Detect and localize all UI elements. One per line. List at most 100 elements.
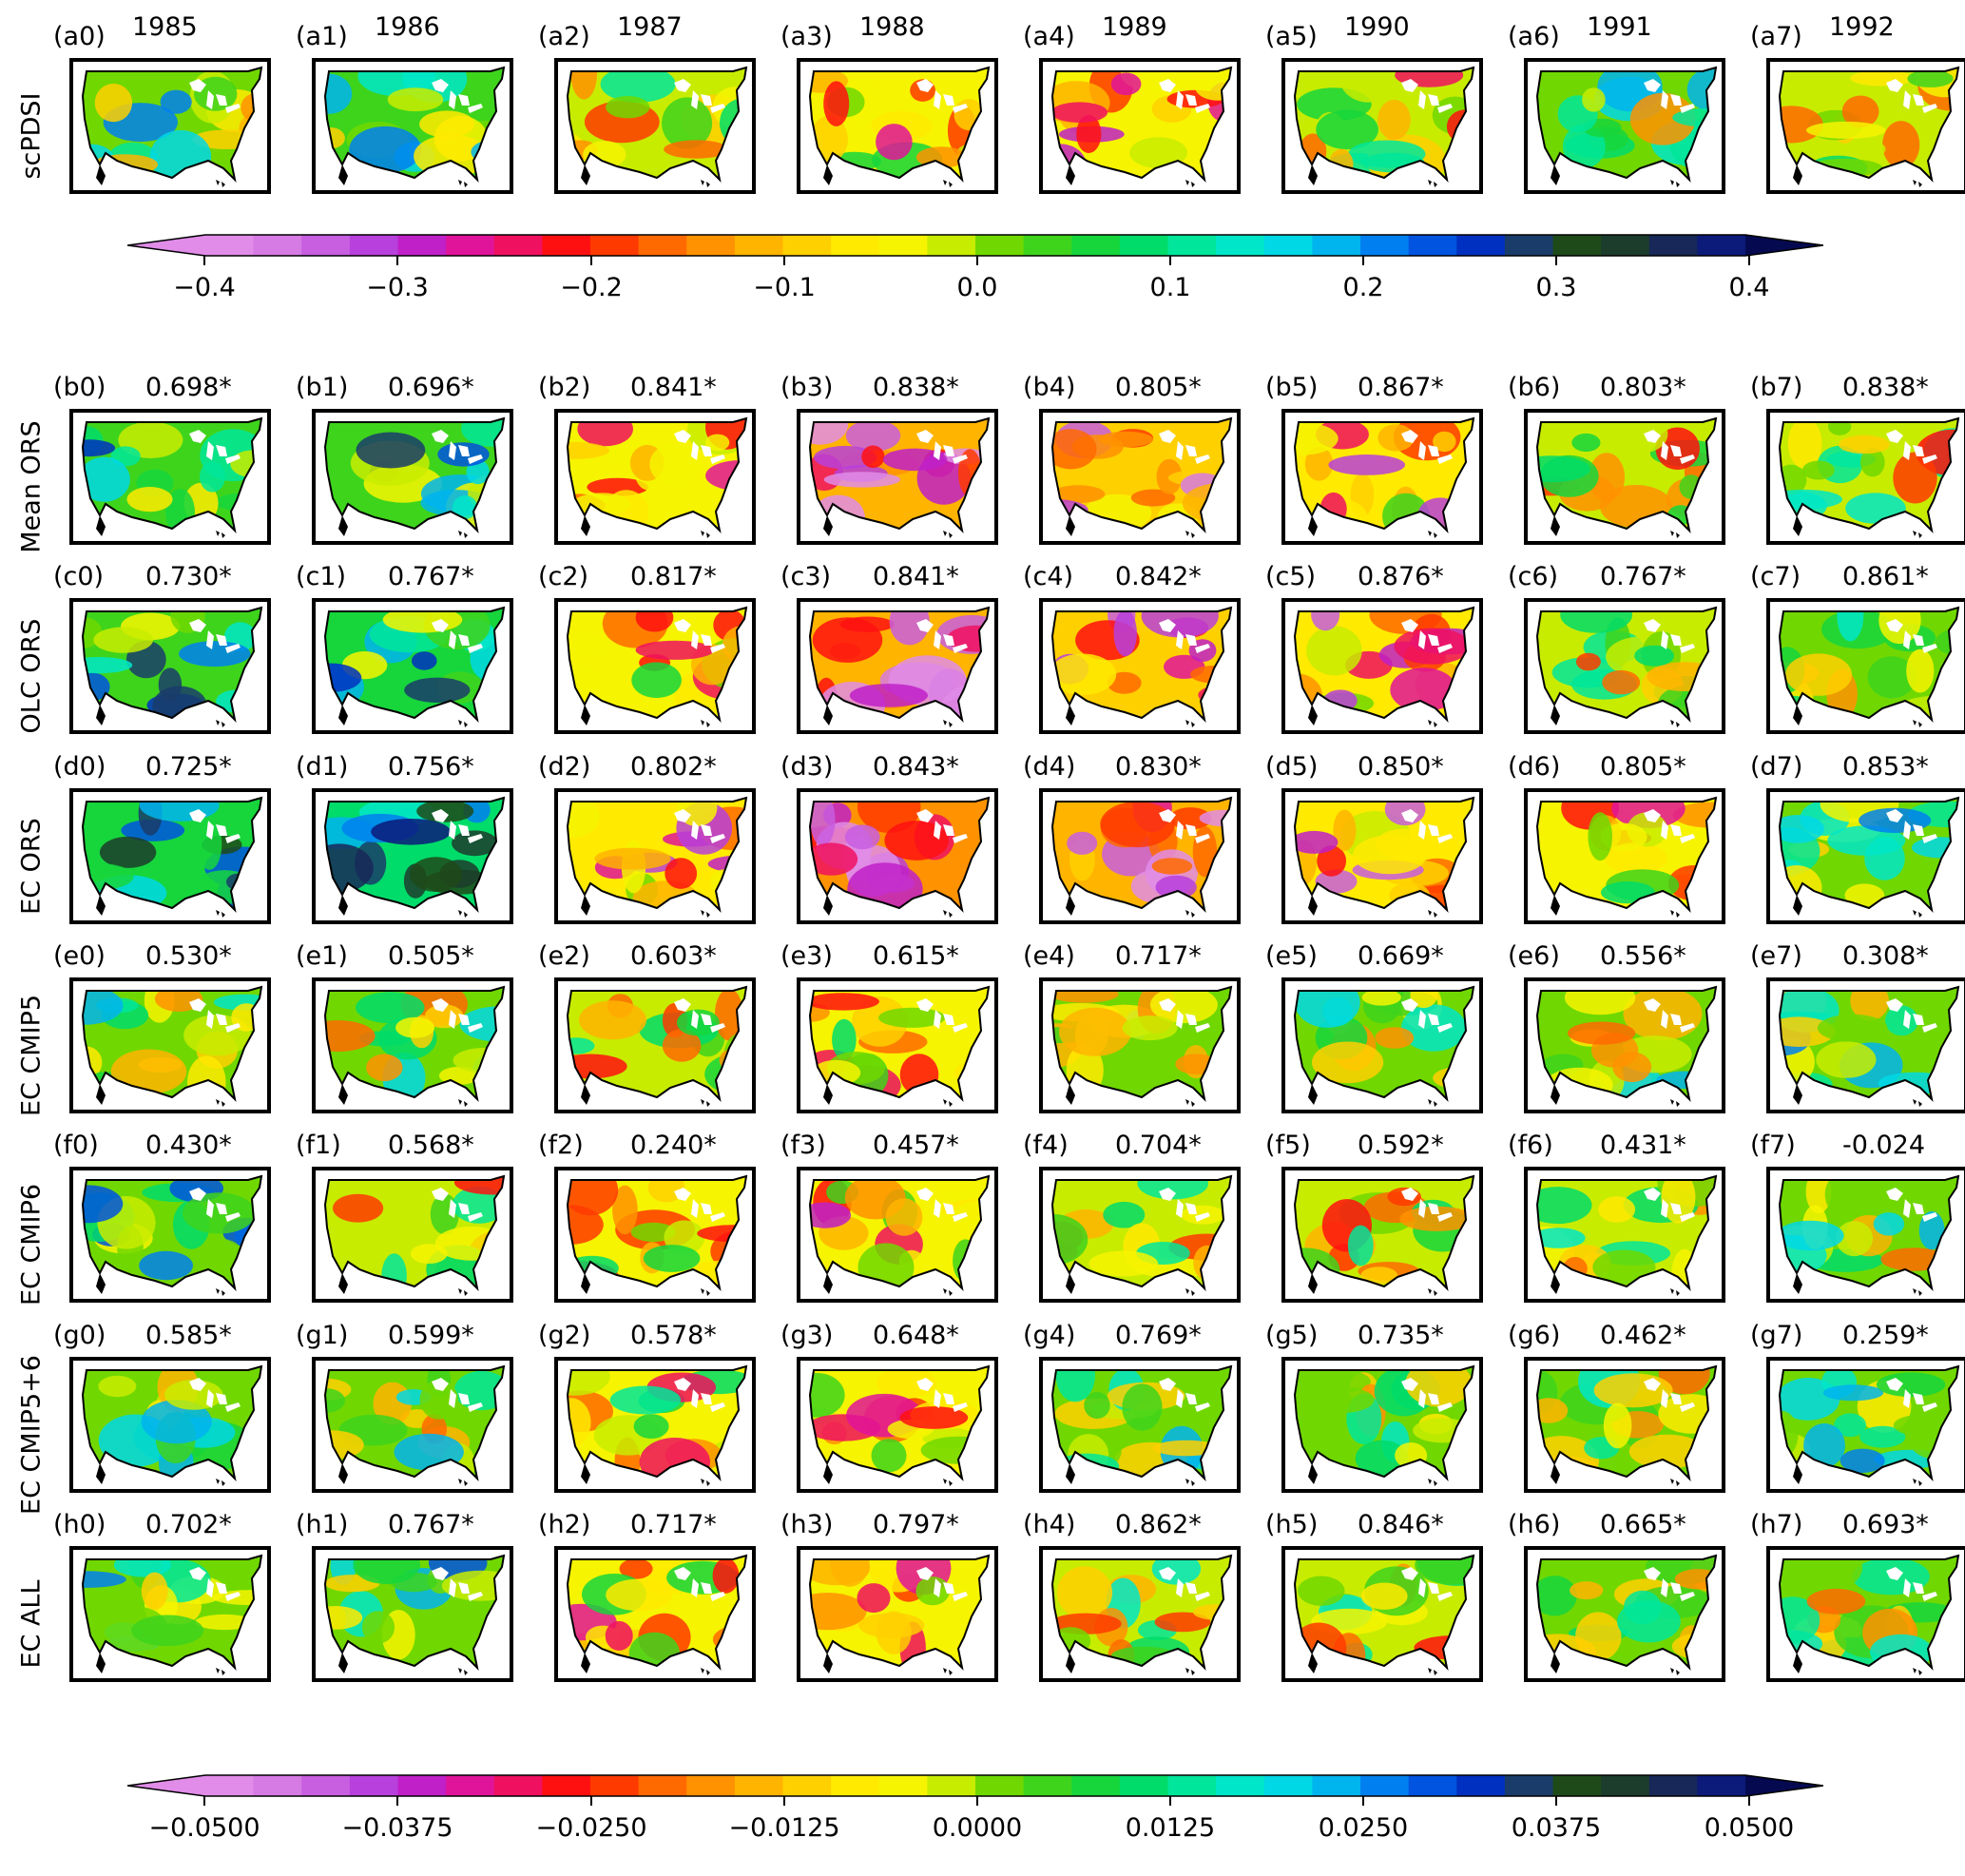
conus-map xyxy=(1535,985,1718,1107)
conus-map xyxy=(1535,66,1718,187)
anomaly-patch xyxy=(1056,1566,1113,1619)
great-lakes xyxy=(674,1188,725,1222)
panel-label-e5: (e5) xyxy=(1265,941,1318,971)
colorbar-segment xyxy=(349,235,399,256)
correlation-value-h7: 0.693* xyxy=(1842,1510,1929,1539)
coastline xyxy=(566,985,748,1103)
panel-label-e4: (e4) xyxy=(1023,941,1075,971)
anomaly-patch xyxy=(620,1051,677,1069)
correlation-value-h4: 0.862* xyxy=(1115,1510,1202,1539)
colorbar-segment xyxy=(782,235,832,256)
anomaly-patch xyxy=(412,651,437,670)
coastline xyxy=(808,606,991,724)
anomaly-patch xyxy=(1295,1622,1347,1668)
anomaly-patch xyxy=(1568,1021,1636,1045)
colorbar-segment xyxy=(1023,1775,1072,1796)
anomaly-patch xyxy=(665,858,698,889)
colorbar-segment xyxy=(638,1775,687,1796)
anomaly-patch xyxy=(1878,1072,1953,1094)
correlation-value-f7: -0.024 xyxy=(1842,1131,1926,1160)
row-label-h: EC ALL xyxy=(16,1578,47,1669)
colorbar-tick-label: −0.2 xyxy=(560,273,623,302)
panel-label-c1: (c1) xyxy=(296,562,347,591)
map-panel-b5 xyxy=(1281,409,1483,545)
great-lakes xyxy=(1886,998,1937,1033)
anomaly-patch xyxy=(160,89,192,114)
anomaly-patch xyxy=(479,878,504,901)
map-panel-f2 xyxy=(554,1167,756,1303)
great-lakes xyxy=(1644,1567,1695,1601)
anomaly-patch xyxy=(1780,815,1824,843)
map-panel-g3 xyxy=(797,1357,998,1493)
anomaly-patch xyxy=(1839,435,1890,454)
great-lakes xyxy=(1401,1188,1453,1222)
year-label-4: 1989 xyxy=(1102,12,1167,42)
anomaly-patch xyxy=(1316,109,1378,150)
correlation-value-h3: 0.797* xyxy=(873,1510,959,1539)
correlation-value-g3: 0.648* xyxy=(873,1321,959,1350)
colorbar-tick-label: −0.4 xyxy=(173,273,236,302)
coastline xyxy=(566,66,748,184)
anomaly-patch xyxy=(1052,485,1106,504)
panel-label-d6: (d6) xyxy=(1508,752,1561,782)
great-lakes xyxy=(1159,79,1210,113)
coastline xyxy=(81,416,263,534)
coastline xyxy=(323,1364,506,1482)
colorbar-max-extend xyxy=(1745,235,1823,256)
panel-label-g3: (g3) xyxy=(780,1321,834,1350)
great-lakes xyxy=(916,809,968,843)
anomaly-patch xyxy=(594,847,671,870)
great-lakes xyxy=(1886,79,1937,113)
anomaly-patch xyxy=(812,617,883,663)
conus-map xyxy=(1050,66,1233,187)
map-panel-a4 xyxy=(1039,58,1241,194)
map-panel-g4 xyxy=(1039,1357,1241,1493)
anomaly-patch xyxy=(884,821,949,861)
panel-label-d2: (d2) xyxy=(538,752,591,782)
map-panel-h4 xyxy=(1039,1546,1241,1682)
correlation-value-b3: 0.838* xyxy=(873,373,959,402)
conus-map xyxy=(81,66,263,187)
panel-label-g5: (g5) xyxy=(1265,1321,1319,1350)
anomaly-patch xyxy=(1328,454,1405,475)
map-panel-h0 xyxy=(69,1546,271,1682)
anomaly-patch xyxy=(1671,1248,1698,1288)
anomaly-patch xyxy=(1206,684,1231,711)
coastline xyxy=(1050,66,1233,184)
correlation-value-h1: 0.767* xyxy=(388,1510,474,1539)
conus-map xyxy=(1535,1174,1718,1296)
map-panel-b1 xyxy=(312,409,513,545)
anomaly-patch xyxy=(1111,1646,1177,1665)
panel-label-e3: (e3) xyxy=(780,941,833,971)
panel-label-c3: (c3) xyxy=(780,562,832,591)
colorbar-segment xyxy=(1023,235,1072,256)
panel-label-f3: (f3) xyxy=(780,1131,826,1160)
great-lakes xyxy=(1644,1378,1695,1412)
row-label-a: scPDSI xyxy=(16,91,47,180)
coastline xyxy=(1778,606,1960,724)
conus-map xyxy=(323,1554,506,1675)
map-panel-e6 xyxy=(1524,977,1725,1113)
anomaly-patch xyxy=(725,1428,746,1463)
anomaly-patch xyxy=(1582,87,1606,112)
great-lakes xyxy=(1886,619,1937,653)
panel-label-c5: (c5) xyxy=(1265,562,1317,591)
conus-map xyxy=(566,1174,748,1296)
anomaly-patch xyxy=(131,1615,204,1647)
great-lakes xyxy=(189,1567,241,1601)
anomaly-patch xyxy=(1295,421,1339,455)
colorbar-segment xyxy=(1167,235,1217,256)
anomaly-patch xyxy=(1052,653,1117,695)
colorbar-tick-label: 0.0 xyxy=(956,273,998,302)
anomaly-patch xyxy=(212,1590,261,1606)
anomaly-patch xyxy=(1780,1596,1821,1644)
map-panel-b4 xyxy=(1039,409,1241,545)
anomaly-patch xyxy=(99,836,157,868)
anomaly-patch xyxy=(1137,1176,1208,1200)
map-panel-g7 xyxy=(1766,1357,1965,1493)
conus-map xyxy=(323,66,506,187)
anomaly-patch xyxy=(1317,845,1346,877)
colorbar-segment xyxy=(734,235,784,256)
map-panel-d2 xyxy=(554,788,756,924)
anomaly-patch xyxy=(1867,656,1917,699)
